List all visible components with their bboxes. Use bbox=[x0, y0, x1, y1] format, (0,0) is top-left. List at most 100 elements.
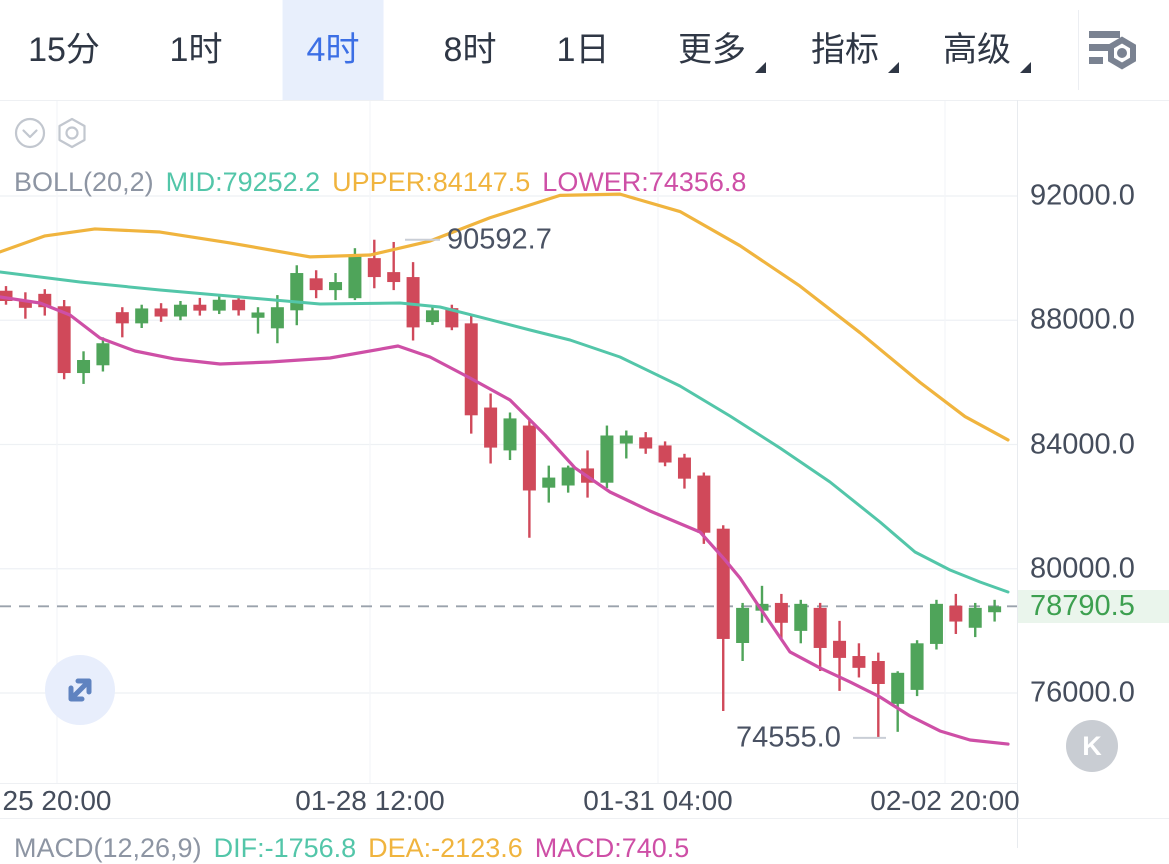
price-axis-border bbox=[1017, 100, 1018, 848]
indicator-settings-hexagon-icon[interactable] bbox=[58, 117, 86, 149]
candle-body-17 bbox=[329, 282, 343, 291]
boll-middle-band bbox=[0, 270, 1010, 594]
candle-body-41 bbox=[794, 603, 808, 631]
candle-body-46 bbox=[891, 672, 905, 704]
marked-high-label: 90592.7 bbox=[447, 223, 552, 256]
last-price-tag: 78790.5 bbox=[1018, 590, 1169, 624]
tab-1日[interactable]: 1日 bbox=[556, 31, 610, 69]
candle-body-12 bbox=[232, 299, 246, 311]
candle-body-7 bbox=[135, 308, 149, 324]
dropdown-corner-icon bbox=[888, 62, 899, 73]
brand-k-badge[interactable]: K bbox=[1066, 720, 1118, 772]
candle-body-11 bbox=[212, 299, 226, 311]
candle-body-10 bbox=[193, 304, 207, 311]
candle-body-36 bbox=[697, 475, 711, 533]
boll-lower: LOWER:74356.8 bbox=[542, 167, 747, 197]
candle-body-49 bbox=[949, 605, 963, 622]
candle-body-14 bbox=[270, 307, 284, 329]
candle-body-47 bbox=[910, 643, 924, 690]
candle-body-39 bbox=[755, 603, 769, 611]
boll-legend: BOLL(20,2) MID:79252.2 UPPER:84147.5 LOWER:… bbox=[14, 167, 758, 198]
candle-body-48 bbox=[929, 603, 943, 644]
candle-body-31 bbox=[600, 435, 614, 483]
price-tick-92000: 92000.0 bbox=[1030, 179, 1135, 212]
time-axis-top-border bbox=[0, 783, 1017, 784]
candle-body-13 bbox=[251, 312, 265, 318]
price-tick-88000: 88000.0 bbox=[1030, 303, 1135, 336]
boll-mid: MID:79252.2 bbox=[165, 167, 321, 197]
candle-body-3 bbox=[57, 306, 71, 374]
list-settings-icon bbox=[1089, 31, 1136, 70]
chart-settings-button[interactable] bbox=[1087, 28, 1137, 74]
macd-legend: MACD(12,26,9) DIF:-1756.8 DEA:-2123.6 MACD:… bbox=[14, 833, 701, 864]
macd-dif: DIF:-1756.8 bbox=[213, 833, 357, 863]
tab-4时[interactable]: 4时 bbox=[282, 0, 384, 100]
candle-body-0 bbox=[0, 290, 13, 301]
tab-15分[interactable]: 15分 bbox=[28, 31, 100, 69]
collapse-chevron-icon[interactable] bbox=[14, 117, 46, 149]
boll-upper: UPPER:84147.5 bbox=[332, 167, 531, 197]
candle-body-4 bbox=[77, 360, 91, 374]
candle-body-33 bbox=[639, 437, 653, 449]
price-tick-80000: 80000.0 bbox=[1030, 552, 1135, 585]
marked-low-label: 74555.0 bbox=[736, 721, 841, 754]
candle-body-5 bbox=[96, 343, 110, 366]
candle-body-51 bbox=[988, 606, 1002, 613]
candle-body-18 bbox=[348, 255, 362, 299]
expand-arrows-icon bbox=[68, 678, 92, 702]
time-tick: 02-02 20:00 bbox=[870, 785, 1020, 816]
candle-body-9 bbox=[173, 304, 187, 317]
boll-name: BOLL(20,2) bbox=[14, 167, 154, 197]
candle-body-29 bbox=[561, 467, 575, 486]
time-tick: 01-28 12:00 bbox=[295, 785, 445, 816]
candle-body-34 bbox=[658, 445, 672, 463]
candle-body-28 bbox=[542, 477, 556, 488]
candle-body-8 bbox=[154, 308, 168, 317]
tab-高级[interactable]: 高级 bbox=[919, 0, 1035, 100]
dropdown-corner-icon bbox=[1020, 62, 1031, 73]
dropdown-corner-icon bbox=[755, 62, 766, 73]
tab-8时[interactable]: 8时 bbox=[443, 31, 497, 69]
candle-body-6 bbox=[115, 312, 129, 324]
candle-body-23 bbox=[445, 308, 459, 328]
indicator-controls bbox=[12, 115, 112, 155]
candle-body-35 bbox=[677, 457, 691, 479]
boll-lower-band bbox=[0, 295, 1010, 746]
candle-body-43 bbox=[833, 640, 847, 658]
candle-body-16 bbox=[309, 278, 323, 291]
candle-body-50 bbox=[968, 607, 982, 628]
candle-body-40 bbox=[774, 602, 788, 623]
last-price-value: 78790.5 bbox=[1030, 590, 1135, 623]
tab-1时[interactable]: 1时 bbox=[169, 31, 223, 69]
candle-body-26 bbox=[503, 418, 517, 451]
macd-value: MACD:740.5 bbox=[534, 833, 690, 863]
tab-指标[interactable]: 指标 bbox=[787, 0, 903, 100]
candle-body-15 bbox=[290, 273, 304, 311]
brand-k-letter: K bbox=[1082, 731, 1102, 761]
toolbar-divider bbox=[1078, 10, 1079, 90]
time-axis-bottom-border bbox=[0, 818, 1169, 819]
candle-body-38 bbox=[736, 607, 750, 643]
candle-body-25 bbox=[484, 407, 498, 448]
macd-name: MACD(12,26,9) bbox=[14, 833, 202, 863]
boll-upper-band bbox=[0, 192, 1010, 442]
candle-body-21 bbox=[406, 277, 420, 328]
candle-body-22 bbox=[425, 310, 439, 323]
candle-body-42 bbox=[813, 607, 827, 648]
price-tick-84000: 84000.0 bbox=[1030, 428, 1135, 460]
tab-更多[interactable]: 更多 bbox=[654, 0, 770, 100]
candle-body-32 bbox=[619, 435, 633, 444]
macd-dea: DEA:-2123.6 bbox=[368, 833, 523, 863]
candle-body-24 bbox=[464, 323, 478, 416]
candle-body-37 bbox=[716, 528, 730, 639]
candle-body-27 bbox=[522, 425, 536, 491]
fullscreen-expand-button[interactable] bbox=[45, 655, 115, 725]
candle-body-1 bbox=[18, 300, 32, 308]
candle-body-44 bbox=[852, 656, 866, 668]
time-tick: 25 20:00 bbox=[2, 785, 112, 816]
candle-body-20 bbox=[387, 272, 401, 283]
time-tick: 01-31 04:00 bbox=[583, 785, 733, 816]
price-tick-76000: 76000.0 bbox=[1030, 676, 1135, 709]
